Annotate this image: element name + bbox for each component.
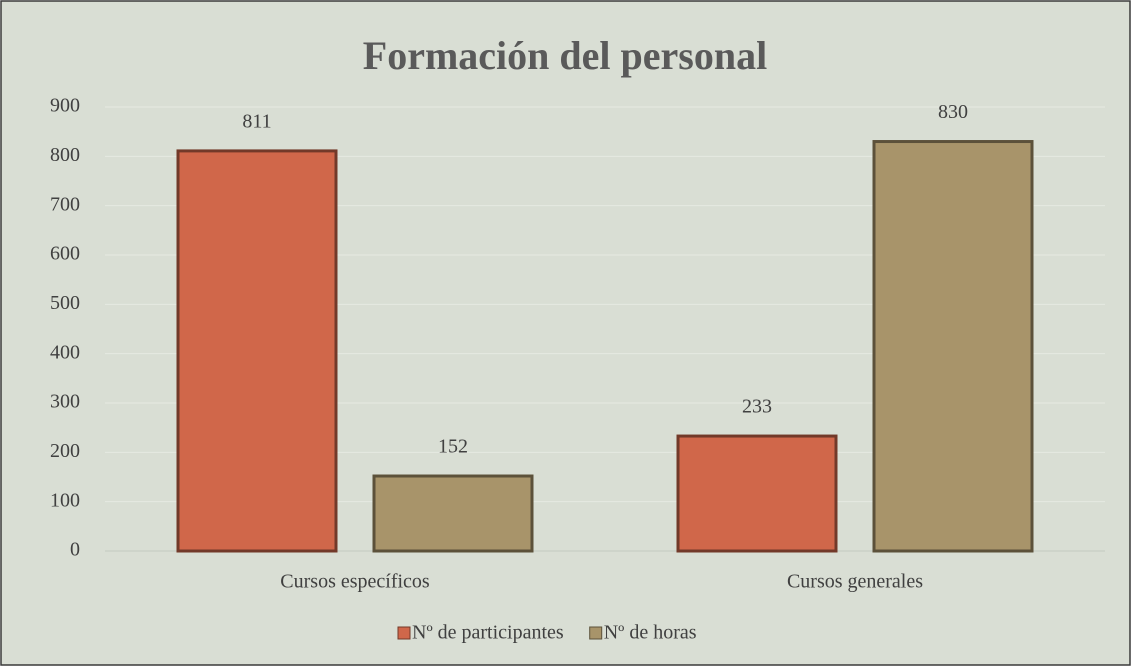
bar [676,434,838,553]
y-tick-label: 300 [50,391,80,413]
x-tick-label: Cursos generales [787,571,923,593]
y-tick-label: 800 [50,144,80,166]
y-tick-label: 200 [50,440,80,462]
y-tick-label: 600 [50,243,80,265]
y-tick-label: 400 [50,341,80,363]
legend-swatch [397,626,411,640]
data-label: 233 [742,396,772,418]
y-tick-label: 700 [50,193,80,215]
data-label: 830 [938,101,968,123]
y-tick-label: 500 [50,292,80,314]
y-tick-label: 100 [50,489,80,511]
chart-title: Formación del personal [363,33,767,78]
legend-swatch [589,626,603,640]
bar [872,140,1034,553]
legend-label: Nº de horas [604,622,697,644]
y-tick-label: 900 [50,95,80,117]
data-label: 811 [242,111,271,133]
data-label: 152 [438,436,468,458]
y-tick-label: 0 [70,539,80,561]
x-tick-label: Cursos específicos [280,571,430,593]
bar [372,474,534,553]
legend-label: Nº de participantes [412,622,564,644]
bar [176,149,338,553]
